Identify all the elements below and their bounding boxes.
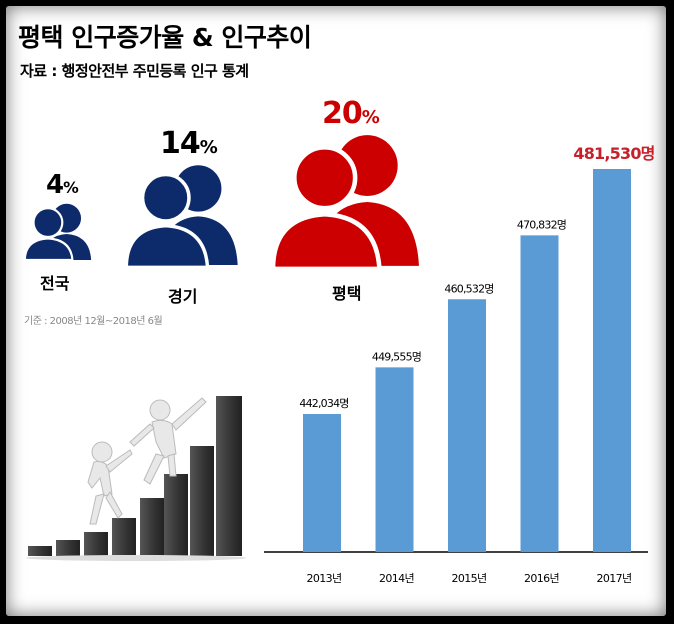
x-tick-label: 2013년 (306, 572, 341, 585)
climber-figure (87, 441, 133, 525)
stair-step (28, 546, 52, 556)
data-label: 449,555명 (372, 350, 421, 363)
stair-step (56, 540, 80, 556)
stair-step (164, 474, 188, 556)
page-title: 평택 인구증가율 & 인구추이 (18, 23, 312, 52)
region-label-gyeonggi: 경기 (168, 287, 198, 306)
bar-2014년 (375, 367, 414, 552)
x-tick-label: 2015년 (451, 572, 486, 585)
helper-figure (129, 397, 207, 485)
growth-pyeongtaek-number: 20 (322, 96, 363, 131)
growth-national-unit: % (63, 179, 79, 197)
x-tick-label: 2017년 (596, 572, 631, 585)
stair-step (190, 446, 214, 556)
people-icon-pyeongtaek (270, 135, 419, 272)
bar-2015년 (448, 299, 486, 552)
growth-pyeongtaek-value: 20% (322, 96, 380, 131)
region-label-national: 전국 (40, 274, 70, 293)
people-icon-national (23, 203, 92, 260)
data-label: 442,034명 (299, 397, 348, 410)
growth-pyeongtaek-unit: % (361, 107, 380, 128)
data-label: 481,530명 (573, 144, 654, 163)
bar-2016년 (520, 235, 559, 553)
growth-national-number: 4 (46, 170, 64, 200)
stair-step (140, 498, 164, 556)
source-subtitle: 자료 : 행정안전부 주민등록 인구 통계 (20, 62, 249, 80)
data-label: 470,832명 (517, 218, 566, 231)
growth-gyeonggi-value: 14% (160, 126, 218, 161)
bar-2013년 (303, 414, 341, 552)
growth-gyeonggi-number: 14 (160, 126, 201, 161)
growth-gyeonggi-unit: % (199, 137, 218, 158)
x-tick-label: 2016년 (524, 572, 559, 585)
region-label-pyeongtaek: 평택 (332, 284, 362, 303)
growth-national-value: 4% (46, 170, 79, 200)
people-icon-gyeonggi (124, 165, 238, 270)
stair-step (216, 396, 242, 556)
x-tick-label: 2014년 (379, 572, 414, 585)
data-label: 460,532명 (444, 282, 493, 295)
growth-basis-note: 기준 : 2008년 12월~2018년 6월 (24, 316, 163, 327)
stair-step (112, 518, 136, 556)
stair-step (84, 532, 108, 556)
bar-2017년 (593, 169, 631, 552)
stairs-illustration (26, 396, 246, 561)
